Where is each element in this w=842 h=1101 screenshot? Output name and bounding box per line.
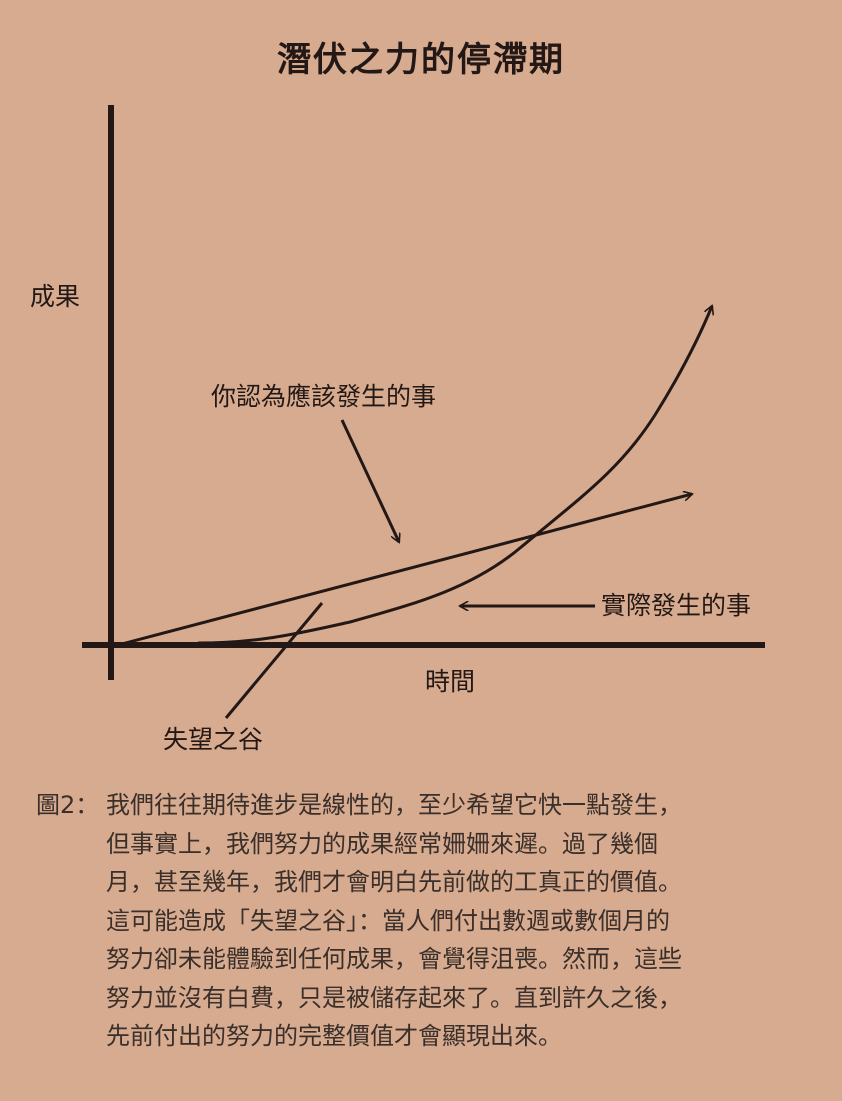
expected-label: 你認為應該發生的事 bbox=[211, 382, 436, 411]
actual-exponential-curve bbox=[197, 306, 712, 645]
caption-body: 我們往往期待進步是線性的，至少希望它快一點發生， 但事實上，我們努力的成果經常姍… bbox=[106, 786, 786, 1056]
caption-line: 月，甚至幾年，我們才會明白先前做的工真正的價值。 bbox=[106, 868, 682, 896]
caption-line: 但事實上，我們努力的成果經常姍姍來遲。過了幾個 bbox=[106, 829, 658, 858]
expected-pointer-arrow bbox=[340, 419, 399, 542]
caption-prefix: 圖2： bbox=[36, 791, 100, 819]
latent-potential-diagram: 成果 時間 你認為應該發生的事 實際發生的事 失望之谷 bbox=[30, 105, 765, 754]
caption-line: 這可能造成「失望之谷」：當人們付出數週或數個月的 bbox=[106, 906, 670, 935]
expected-linear-line bbox=[117, 494, 692, 647]
caption-line: 我們往往期待進步是線性的，至少希望它快一點發生， bbox=[106, 791, 682, 819]
caption-line: 先前付出的努力的完整價值才會顯現出來。 bbox=[106, 1022, 562, 1050]
y-axis-label: 成果 bbox=[30, 282, 80, 311]
x-axis-label: 時間 bbox=[425, 667, 475, 696]
caption-line: 努力並沒有白費，只是被儲存起來了。直到許久之後， bbox=[106, 983, 682, 1012]
actual-label: 實際發生的事 bbox=[601, 591, 751, 620]
page-title: 潛伏之力的停滯期 bbox=[277, 40, 565, 80]
caption-line: 努力卻未能體驗到任何成果，會覺得沮喪。然而，這些 bbox=[106, 945, 682, 973]
valley-pointer-line bbox=[224, 602, 324, 719]
valley-label: 失望之谷 bbox=[163, 725, 263, 754]
